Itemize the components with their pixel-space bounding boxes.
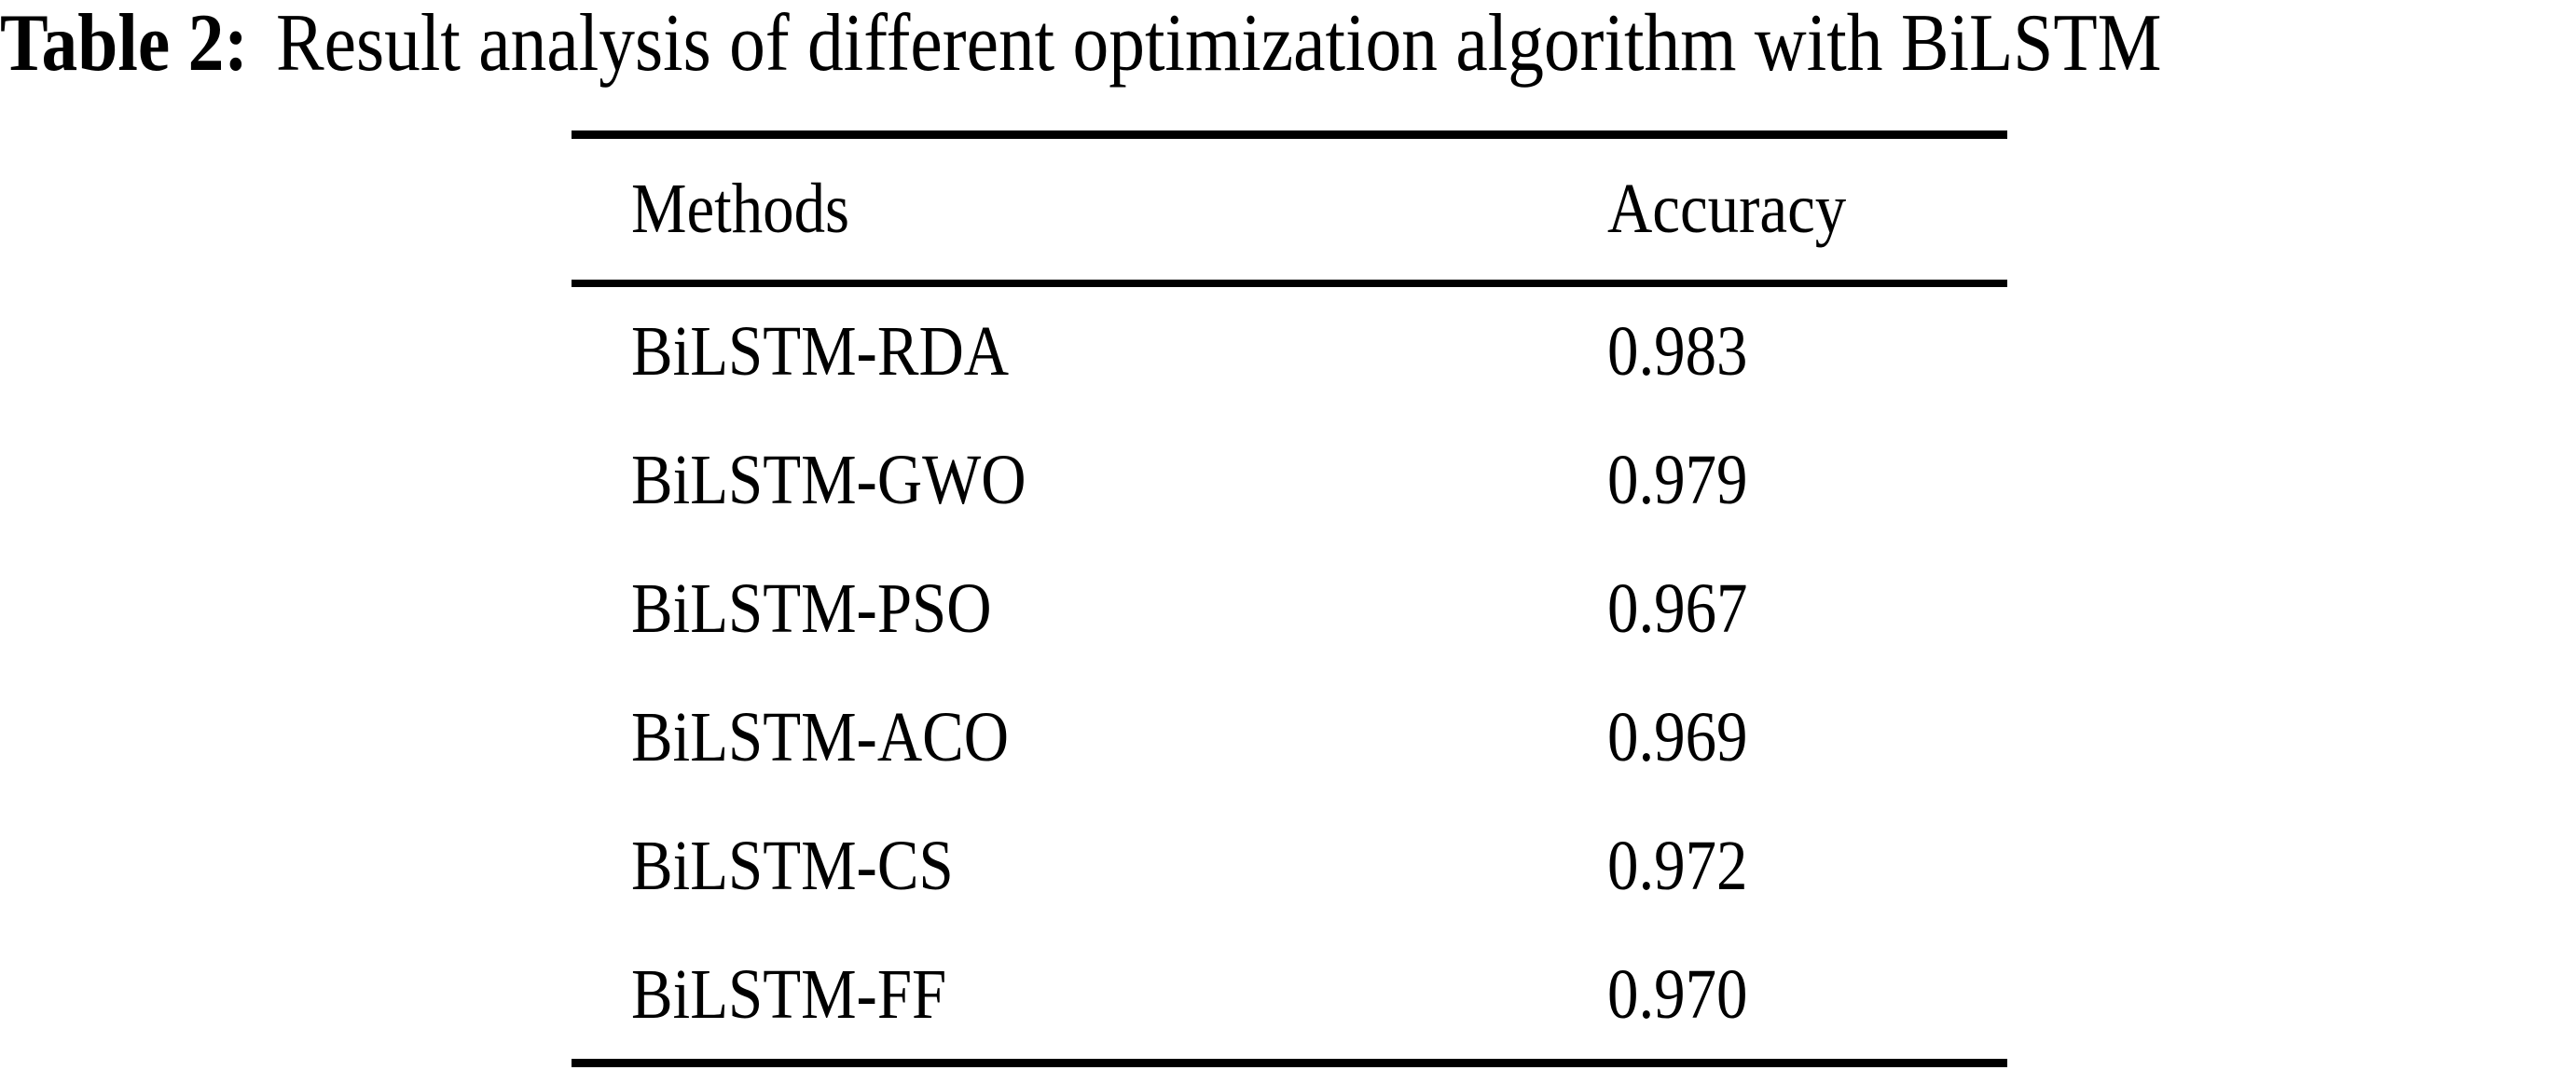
accuracy-value: 0.970 (1607, 954, 1748, 1034)
results-table-header: Methods Accuracy (572, 134, 2007, 287)
accuracy-cell: 0.969 (1607, 673, 2007, 802)
accuracy-cell: 0.979 (1607, 416, 2007, 544)
column-header-methods-label: Methods (631, 170, 850, 248)
accuracy-value: 0.972 (1607, 826, 1748, 905)
accuracy-cell: 0.967 (1607, 544, 2007, 673)
accuracy-value: 0.969 (1607, 697, 1748, 776)
accuracy-value: 0.983 (1607, 311, 1748, 391)
accuracy-value: 0.967 (1607, 569, 1748, 648)
method-label: BiLSTM-FF (631, 954, 947, 1034)
results-table: Methods Accuracy BiLSTM-RDA 0.983 BiLSTM… (572, 130, 2007, 1067)
accuracy-value: 0.979 (1607, 440, 1748, 519)
method-cell: BiLSTM-ACO (572, 673, 1607, 802)
method-label: BiLSTM-CS (631, 826, 954, 905)
method-cell: BiLSTM-FF (572, 930, 1607, 1067)
accuracy-cell: 0.970 (1607, 930, 2007, 1067)
table-row: BiLSTM-PSO 0.967 (572, 544, 2007, 673)
table-row: BiLSTM-RDA 0.983 (572, 283, 2007, 416)
method-label: BiLSTM-PSO (631, 569, 992, 648)
column-header-methods: Methods (572, 134, 1607, 287)
method-cell: BiLSTM-RDA (572, 283, 1607, 416)
method-label: BiLSTM-GWO (631, 440, 1026, 519)
accuracy-cell: 0.972 (1607, 802, 2007, 930)
table-caption: Table 2: Result analysis of different opt… (0, 0, 2457, 90)
column-header-accuracy-label: Accuracy (1607, 170, 1847, 248)
table-caption-label: Table 2: (0, 0, 249, 89)
header-row: Methods Accuracy (572, 134, 2007, 287)
table-row: BiLSTM-FF 0.970 (572, 930, 2007, 1067)
table-row: BiLSTM-GWO 0.979 (572, 416, 2007, 544)
column-header-accuracy: Accuracy (1607, 134, 2007, 287)
table-caption-text: Result analysis of different optimizatio… (276, 0, 2162, 89)
results-table-body: BiLSTM-RDA 0.983 BiLSTM-GWO 0.979 BiLSTM… (572, 283, 2007, 1067)
method-cell: BiLSTM-CS (572, 802, 1607, 930)
table-row: BiLSTM-CS 0.972 (572, 802, 2007, 930)
method-cell: BiLSTM-PSO (572, 544, 1607, 673)
method-label: BiLSTM-ACO (631, 697, 1010, 776)
table-row: BiLSTM-ACO 0.969 (572, 673, 2007, 802)
accuracy-cell: 0.983 (1607, 283, 2007, 416)
method-label: BiLSTM-RDA (631, 311, 1010, 391)
method-cell: BiLSTM-GWO (572, 416, 1607, 544)
